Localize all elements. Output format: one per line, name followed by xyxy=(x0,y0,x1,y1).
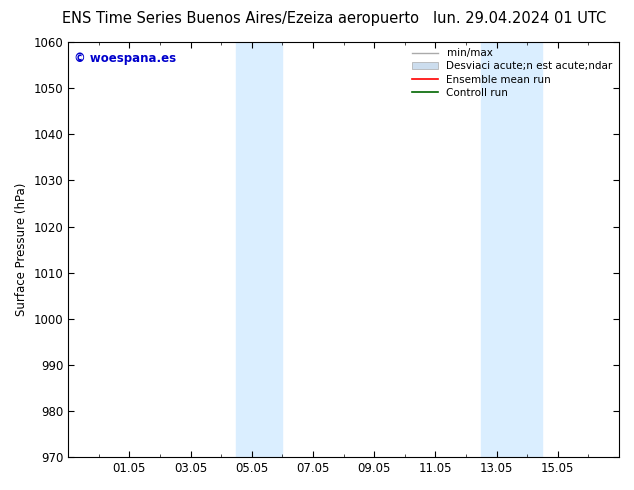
Text: © woespana.es: © woespana.es xyxy=(74,52,176,66)
Text: ENS Time Series Buenos Aires/Ezeiza aeropuerto: ENS Time Series Buenos Aires/Ezeiza aero… xyxy=(62,11,420,26)
Y-axis label: Surface Pressure (hPa): Surface Pressure (hPa) xyxy=(15,183,28,316)
Bar xyxy=(236,42,282,457)
Legend: min/max, Desviaci acute;n est acute;ndar, Ensemble mean run, Controll run: min/max, Desviaci acute;n est acute;ndar… xyxy=(408,44,617,102)
Bar xyxy=(481,42,543,457)
Text: lun. 29.04.2024 01 UTC: lun. 29.04.2024 01 UTC xyxy=(433,11,607,26)
